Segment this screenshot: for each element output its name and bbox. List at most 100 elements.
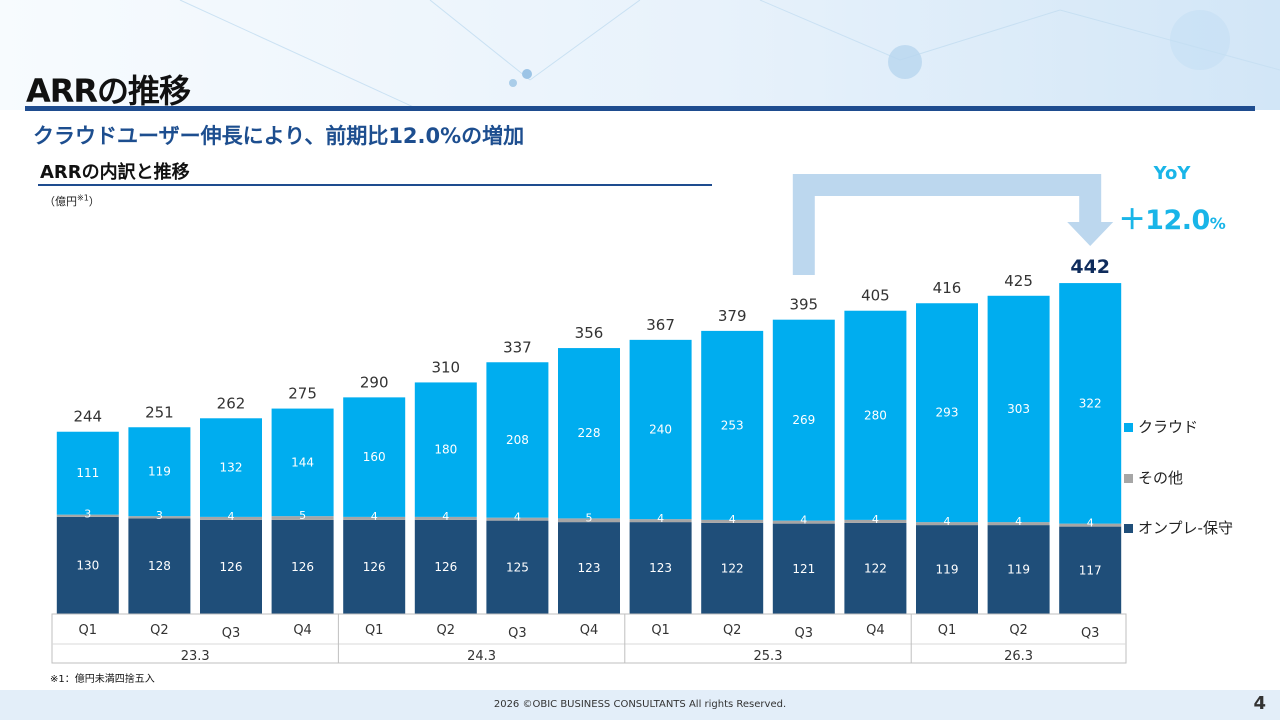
label-onprem: 117	[1079, 563, 1102, 577]
label-onprem: 122	[721, 561, 744, 575]
label-other: 4	[1087, 517, 1094, 530]
x-tick-label: Q3	[222, 626, 241, 641]
bar-other	[916, 522, 978, 526]
label-total: 395	[789, 296, 818, 314]
label-total: 310	[431, 358, 460, 376]
label-cloud: 293	[936, 406, 959, 420]
label-cloud: 303	[1007, 402, 1030, 416]
label-other: 4	[228, 510, 235, 523]
bar-other	[128, 516, 191, 519]
bar-other	[56, 514, 119, 517]
section-underline	[38, 184, 712, 186]
bar-onprem	[128, 518, 191, 614]
label-total: 337	[503, 338, 532, 356]
label-cloud: 160	[363, 450, 386, 464]
legend-swatch	[1124, 423, 1133, 432]
label-cloud: 228	[578, 426, 601, 440]
label-other: 4	[1015, 515, 1022, 528]
label-other: 3	[84, 508, 91, 521]
bar-onprem	[772, 523, 835, 614]
bar-onprem	[271, 519, 334, 614]
label-cloud: 253	[721, 418, 744, 432]
bar-other	[486, 517, 549, 521]
bar-other	[844, 519, 907, 523]
x-tick-label: Q1	[651, 623, 670, 638]
yoy-value: ＋12.0%	[1112, 198, 1232, 237]
x-tick-label: Q3	[508, 626, 527, 641]
x-tick-label: Q2	[723, 623, 742, 638]
bar-onprem	[844, 522, 907, 614]
x-tick-label: Q3	[1081, 626, 1100, 641]
bar-other	[414, 516, 477, 520]
bar-other	[558, 518, 620, 523]
bar-other	[629, 519, 692, 523]
bar-cloud	[987, 295, 1050, 523]
label-other: 4	[371, 510, 378, 523]
x-group-label: 26.3	[1004, 649, 1033, 664]
x-tick-label: Q1	[365, 623, 384, 638]
label-onprem: 123	[578, 561, 601, 575]
page-number: 4	[1253, 693, 1266, 714]
label-other: 3	[156, 509, 163, 522]
bar-onprem	[343, 519, 406, 614]
legend-label: その他	[1138, 469, 1183, 487]
label-total: 425	[1004, 272, 1033, 290]
legend-label: クラウド	[1138, 418, 1198, 436]
bar-other	[200, 516, 262, 520]
bar-onprem	[916, 525, 978, 614]
x-tick-label: Q1	[938, 623, 957, 638]
bar-other	[701, 519, 764, 523]
label-onprem: 119	[936, 563, 959, 577]
legend-label: オンプレ-保守	[1138, 519, 1233, 537]
unit-text: （億円	[44, 195, 77, 208]
label-onprem: 126	[363, 560, 386, 574]
x-axis-frame	[51, 613, 1127, 664]
label-other: 5	[586, 511, 593, 524]
bar-onprem	[486, 520, 549, 614]
bar-cloud	[1059, 283, 1122, 524]
bar-cloud	[558, 348, 620, 519]
label-onprem: 126	[220, 560, 243, 574]
x-group-label: 23.3	[181, 649, 210, 664]
x-group-label: 25.3	[754, 649, 783, 664]
label-other: 4	[800, 514, 807, 527]
label-other: 4	[657, 512, 664, 525]
label-cloud: 144	[291, 455, 314, 469]
bar-onprem	[629, 522, 692, 614]
x-tick-label: Q2	[437, 623, 456, 638]
bar-other	[987, 522, 1050, 526]
bar-cloud	[629, 339, 692, 520]
footer-band	[0, 690, 1280, 720]
bar-cloud	[343, 397, 406, 517]
bar-onprem	[56, 516, 119, 614]
label-total: 405	[861, 287, 890, 305]
legend-swatch	[1124, 524, 1133, 533]
label-cloud: 132	[220, 461, 243, 475]
yoy-unit: %	[1209, 214, 1226, 233]
label-other: 4	[944, 515, 951, 528]
label-onprem: 121	[792, 562, 815, 576]
yoy-arrow	[792, 174, 1114, 275]
label-onprem: 126	[434, 560, 457, 574]
label-cloud: 180	[434, 443, 457, 457]
page-subtitle: クラウドユーザー伸長により、前期比12.0%の増加	[33, 124, 525, 148]
x-tick-label: Q4	[293, 623, 312, 638]
label-onprem: 126	[291, 560, 314, 574]
label-cloud: 119	[148, 465, 171, 479]
bar-cloud	[56, 431, 119, 515]
unit-close: ）	[88, 195, 100, 208]
yoy-number: ＋12.0	[1118, 205, 1211, 236]
bar-cloud	[200, 418, 262, 517]
bar-cloud	[844, 310, 907, 520]
bar-onprem	[558, 522, 620, 614]
bar-other	[1059, 523, 1122, 527]
x-tick-label: Q1	[79, 623, 98, 638]
label-other: 4	[729, 513, 736, 526]
label-other: 4	[514, 511, 521, 524]
label-total: 379	[718, 307, 747, 325]
label-other: 4	[872, 513, 879, 526]
label-total: 442	[1070, 256, 1110, 278]
header-background	[0, 0, 1280, 110]
label-cloud: 111	[76, 466, 99, 480]
